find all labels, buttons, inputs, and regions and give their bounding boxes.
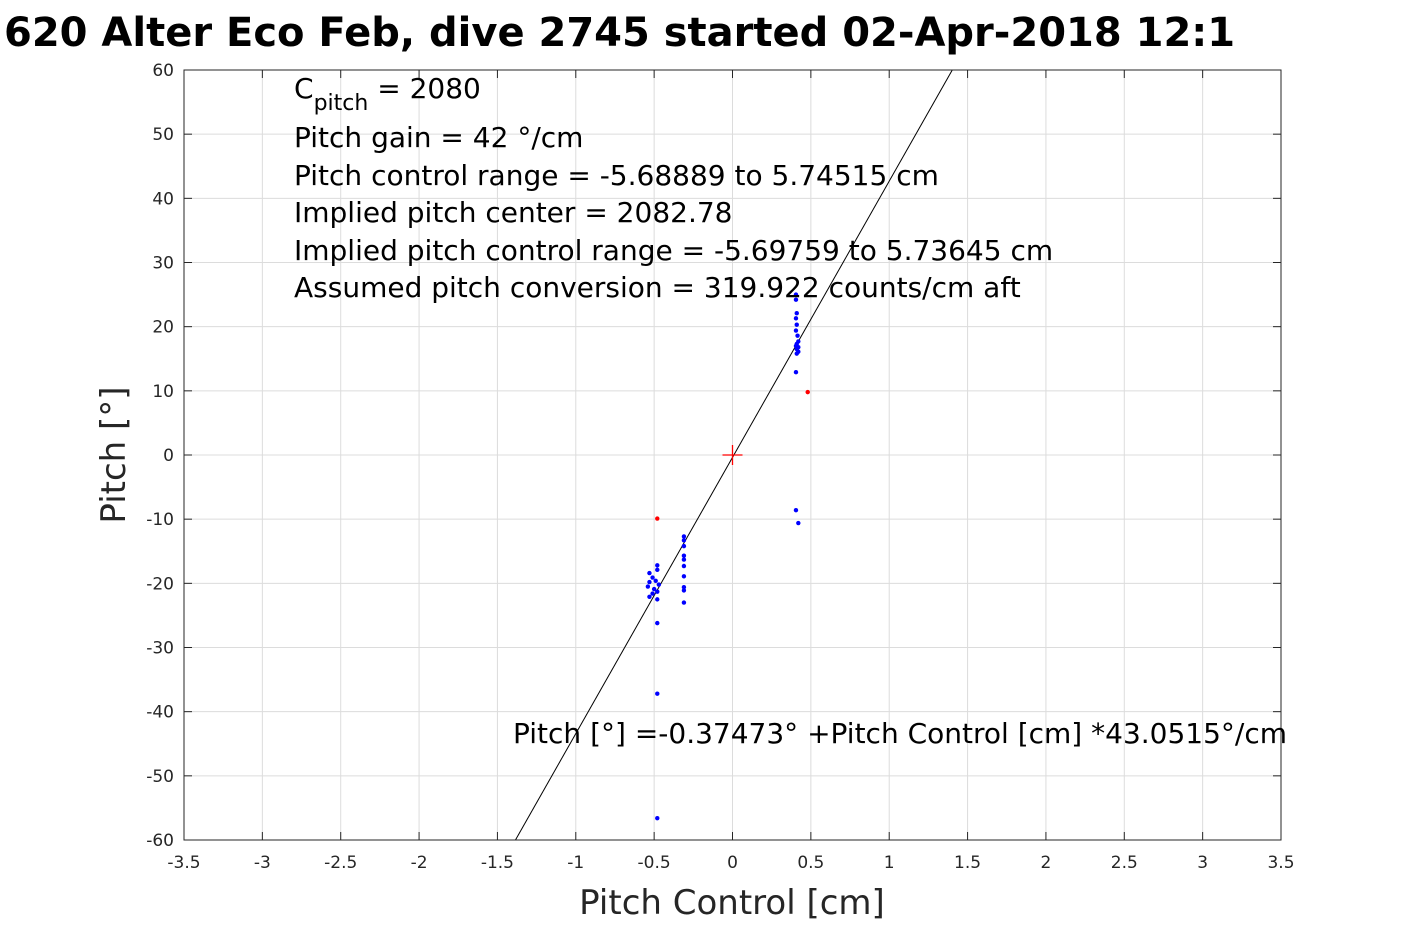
y-tick-label: 10 <box>152 382 174 402</box>
x-tick-label: -3.5 <box>167 853 200 873</box>
y-tick-label: -20 <box>146 574 174 594</box>
blue-data-point <box>647 594 652 600</box>
blue-data-point <box>793 297 799 302</box>
blue-data-point <box>655 567 660 573</box>
blue-data-point <box>647 579 652 585</box>
blue-data-point <box>655 597 660 602</box>
chart-title: 620 Alter Eco Feb, dive 2745 started 02-… <box>4 10 1235 56</box>
x-tick-label: 3 <box>1197 853 1208 873</box>
x-tick-label: -1.5 <box>481 853 514 873</box>
x-tick-label: -2.5 <box>324 853 357 873</box>
blue-data-point <box>681 553 687 558</box>
x-tick-label: 0.5 <box>797 853 824 873</box>
x-tick-label: 1 <box>884 853 895 873</box>
blue-data-point <box>793 328 799 333</box>
data-points <box>645 292 810 821</box>
annotation-line: Assumed pitch conversion = 319.922 count… <box>294 271 1021 304</box>
blue-data-point <box>793 292 799 297</box>
blue-data-point <box>793 370 799 375</box>
x-tick-label: 1.5 <box>954 853 981 873</box>
x-tick-label: 3.5 <box>1267 853 1294 873</box>
y-axis-ticks: -60 -50 -40 -30 -20 -10 0 10 20 30 40 50 60 <box>146 61 1281 851</box>
annotation-line: Implied pitch control range = -5.69759 t… <box>294 234 1053 267</box>
y-tick-label: 0 <box>163 446 174 466</box>
blue-data-point <box>681 543 687 549</box>
blue-data-point <box>796 520 801 526</box>
annotation-block: Cpitch = 2080 Pitch gain = 42 °/cm Pitch c… <box>294 72 1053 304</box>
grid-lines <box>183 69 1282 841</box>
blue-data-point <box>656 582 662 587</box>
y-tick-label: 40 <box>152 189 174 209</box>
red-data-point <box>655 516 660 521</box>
center-marker-group <box>722 445 743 465</box>
x-axis-ticks: -3.5 -3 -2.5 -2 -1.5 -1 -0.5 0 0.5 1 1.5 2 2.5 3 3.5 <box>167 70 1295 873</box>
red-data-point <box>805 389 810 395</box>
blue-data-point <box>650 591 655 596</box>
blue-data-point <box>681 557 687 562</box>
y-tick-label: -50 <box>146 767 174 787</box>
blue-data-point <box>655 589 660 594</box>
blue-data-point <box>681 538 687 543</box>
blue-data-point <box>794 310 799 316</box>
blue-data-point <box>681 584 687 590</box>
x-tick-label: -1 <box>567 853 584 873</box>
y-tick-label: -40 <box>146 703 174 723</box>
blue-data-point <box>795 333 800 338</box>
annotation-line: Cpitch = 2080 <box>294 72 481 116</box>
annotation-line: Implied pitch center = 2082.78 <box>294 196 732 229</box>
blue-data-point <box>681 563 687 569</box>
x-tick-label: 0 <box>727 853 738 873</box>
blue-data-point <box>681 600 687 605</box>
x-tick-label: 2 <box>1041 853 1052 873</box>
y-tick-label: -60 <box>146 831 174 851</box>
blue-data-point <box>794 322 799 327</box>
blue-data-point <box>681 588 687 593</box>
y-tick-label: 50 <box>152 125 174 145</box>
x-tick-label: 2.5 <box>1111 853 1138 873</box>
blue-data-point <box>794 351 799 356</box>
blue-data-point <box>793 507 799 513</box>
y-axis-label: Pitch [°] <box>94 386 134 523</box>
fit-equation-label: Pitch [°] =-0.37473° +Pitch Control [cm]… <box>513 717 1287 750</box>
x-tick-label: -3 <box>254 853 271 873</box>
blue-data-point <box>651 586 657 592</box>
blue-data-point <box>655 815 660 821</box>
blue-data-point <box>655 620 660 626</box>
x-tick-label: -2 <box>411 853 428 873</box>
y-tick-label: -10 <box>146 510 174 530</box>
y-tick-label: -30 <box>146 639 174 659</box>
blue-data-point <box>645 584 651 589</box>
annotation-line: Pitch gain = 42 °/cm <box>294 121 583 154</box>
blue-data-point <box>681 534 687 539</box>
blue-data-point <box>655 691 660 696</box>
y-tick-label: 20 <box>152 318 174 338</box>
blue-data-point <box>655 563 660 568</box>
blue-data-point <box>647 570 652 576</box>
blue-data-point <box>650 575 655 580</box>
blue-data-point <box>793 316 799 321</box>
annotation-line: Pitch control range = -5.68889 to 5.7451… <box>294 159 939 192</box>
x-tick-label: -0.5 <box>638 853 671 873</box>
x-axis-label: Pitch Control [cm] <box>579 883 885 923</box>
blue-data-point <box>681 574 687 579</box>
y-tick-label: 30 <box>152 254 174 274</box>
y-tick-label: 60 <box>152 61 174 81</box>
blue-data-point <box>653 578 658 583</box>
